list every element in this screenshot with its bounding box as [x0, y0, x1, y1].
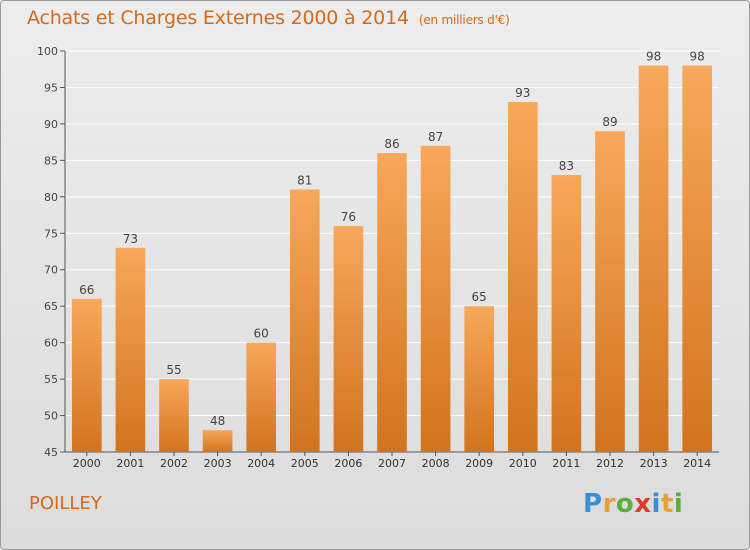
bar	[507, 102, 538, 452]
logo-letter: P	[583, 489, 603, 519]
logo-letter: r	[602, 489, 616, 519]
commune-name: POILLEY	[29, 493, 102, 514]
data-label: 86	[384, 137, 399, 151]
y-tick-label: 60	[44, 337, 58, 350]
bar	[551, 174, 582, 453]
bar	[638, 65, 669, 452]
x-tick-label: 2003	[204, 457, 232, 470]
logo-letter: i	[651, 489, 661, 519]
x-tick-label: 2002	[160, 457, 188, 470]
y-tick-label: 80	[44, 191, 58, 204]
data-label: 83	[559, 159, 574, 173]
data-label: 76	[341, 210, 356, 224]
y-tick-label: 100	[37, 45, 58, 58]
y-tick-label: 95	[44, 81, 58, 94]
y-tick-label: 75	[44, 227, 58, 240]
chart-unit-note: (en milliers d'€)	[418, 13, 510, 27]
logo-letter: o	[615, 489, 635, 519]
y-tick-label: 85	[44, 154, 58, 167]
data-label: 48	[210, 414, 225, 428]
x-tick-label: 2011	[552, 457, 580, 470]
data-label: 65	[472, 290, 487, 304]
bar	[115, 247, 146, 452]
bar	[464, 306, 495, 452]
bar	[595, 131, 625, 452]
bar	[682, 65, 713, 452]
data-label: 73	[123, 232, 138, 246]
data-label: 93	[515, 86, 530, 100]
logo-letter: i	[673, 489, 684, 519]
bar	[420, 145, 451, 453]
bar	[246, 342, 277, 452]
y-tick-label: 55	[44, 373, 58, 386]
x-tick-label: 2014	[683, 457, 711, 470]
x-tick-label: 2006	[334, 457, 362, 470]
data-label: 60	[254, 327, 269, 341]
y-tick-label: 45	[44, 446, 58, 459]
data-label: 89	[602, 115, 617, 129]
y-tick-label: 70	[44, 264, 58, 277]
y-tick-label: 65	[44, 300, 58, 313]
y-tick-label: 90	[44, 118, 58, 131]
data-label: 81	[297, 174, 312, 188]
x-tick-label: 2001	[116, 457, 144, 470]
bar	[377, 153, 407, 452]
x-tick-label: 2012	[596, 457, 624, 470]
bar	[202, 430, 233, 452]
x-tick-label: 2009	[465, 457, 493, 470]
x-tick-label: 2010	[509, 457, 537, 470]
proxiti-logo: Proxiti	[583, 489, 683, 519]
data-label: 98	[690, 50, 705, 64]
chart-title-text: Achats et Charges Externes 2000 à 2014	[27, 7, 409, 29]
bar	[71, 298, 102, 452]
y-tick-label: 50	[44, 410, 58, 423]
x-tick-label: 2008	[422, 457, 450, 470]
logo-letter: x	[634, 489, 652, 519]
data-label: 98	[646, 50, 661, 64]
chart-title: Achats et Charges Externes 2000 à 2014 (e…	[27, 7, 510, 29]
logo-letter: t	[660, 489, 674, 519]
data-label: 66	[79, 283, 94, 297]
x-tick-label: 2000	[73, 457, 101, 470]
x-tick-label: 2007	[378, 457, 406, 470]
x-tick-label: 2005	[291, 457, 319, 470]
bar	[159, 379, 189, 452]
bar	[289, 189, 320, 452]
data-label: 87	[428, 130, 443, 144]
x-tick-label: 2013	[640, 457, 668, 470]
x-tick-label: 2004	[247, 457, 275, 470]
data-label: 55	[166, 363, 181, 377]
bar	[333, 225, 364, 452]
